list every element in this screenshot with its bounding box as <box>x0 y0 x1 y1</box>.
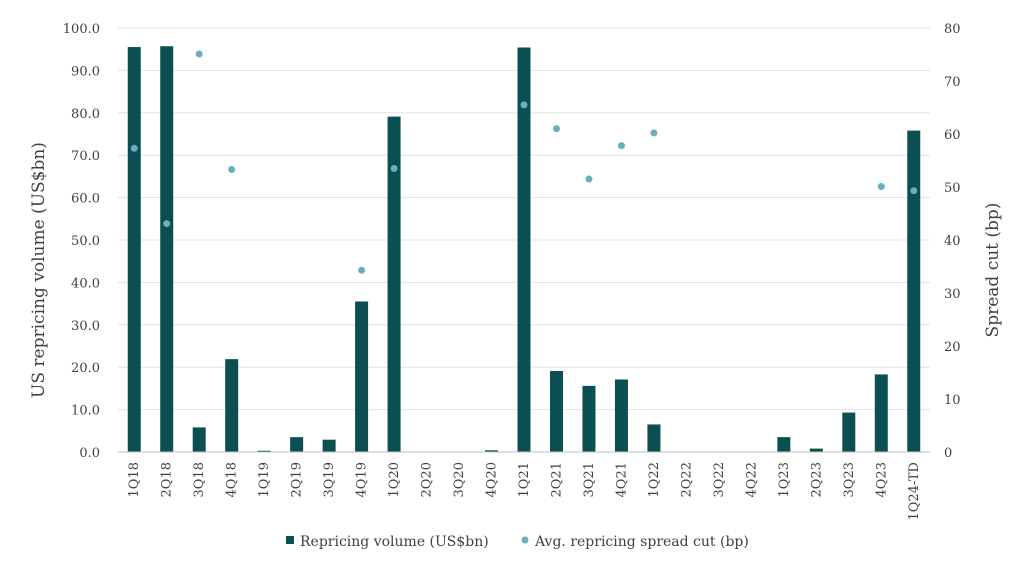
bar-4Q23 <box>874 374 888 452</box>
left-tick-label: 100.0 <box>63 22 100 37</box>
category-label: 1Q22 <box>647 462 662 497</box>
bar-1Q24-TD <box>907 130 921 452</box>
point-3Q18 <box>195 50 203 58</box>
category-label: 2Q21 <box>549 462 564 497</box>
left-tick-label: 0.0 <box>79 446 100 461</box>
point-4Q21 <box>617 142 625 150</box>
category-label: 2Q23 <box>809 462 824 497</box>
left-tick-label: 70.0 <box>71 149 100 164</box>
bar-series <box>127 46 921 453</box>
category-label: 4Q23 <box>874 462 889 497</box>
bar-3Q21 <box>582 385 596 452</box>
point-1Q22 <box>650 129 658 137</box>
bar-4Q20 <box>485 450 499 452</box>
left-tick-label: 10.0 <box>71 404 100 419</box>
category-label: 1Q20 <box>387 462 402 497</box>
category-label: 3Q23 <box>842 462 857 497</box>
point-1Q21 <box>520 101 528 109</box>
point-4Q23 <box>877 182 885 190</box>
bar-2Q23 <box>809 448 823 452</box>
bar-1Q21 <box>517 47 531 453</box>
bar-1Q23 <box>777 437 791 452</box>
right-tick-label: 10 <box>944 393 961 408</box>
point-2Q21 <box>552 125 560 133</box>
category-labels: 1Q18 2Q18 3Q18 4Q18 1Q19 2Q19 3Q19 4Q19 1Q20 2Q20… <box>127 462 922 521</box>
category-label: 3Q22 <box>712 462 727 497</box>
right-tick-label: 60 <box>944 128 961 143</box>
category-label: 3Q21 <box>582 462 597 497</box>
category-label: 4Q18 <box>225 462 240 497</box>
legend-dot-label: Avg. repricing spread cut (bp) <box>534 534 749 550</box>
scatter-series <box>130 50 918 274</box>
category-label: 4Q22 <box>744 462 759 497</box>
right-tick-label: 80 <box>944 22 961 37</box>
bar-3Q23 <box>842 412 856 452</box>
left-tick-label: 90.0 <box>71 64 100 79</box>
right-tick-label: 20 <box>944 340 961 355</box>
bar-4Q18 <box>225 359 239 452</box>
bar-2Q21 <box>549 371 563 452</box>
right-tick-label: 50 <box>944 181 961 196</box>
category-label: 1Q21 <box>517 462 532 497</box>
bar-2Q19 <box>290 437 304 452</box>
bar-1Q19 <box>257 450 271 452</box>
left-axis-ticks: 0.0 10.0 20.0 30.0 40.0 50.0 60.0 70.0 80.0 90.0 1… <box>63 22 100 461</box>
right-axis-ticks: 0 10 20 30 40 50 60 70 80 <box>944 22 961 461</box>
point-1Q18 <box>130 144 138 152</box>
left-tick-label: 30.0 <box>71 319 100 334</box>
point-1Q24-TD <box>910 187 918 195</box>
right-tick-label: 40 <box>944 234 961 249</box>
category-label: 4Q20 <box>485 462 500 497</box>
category-label: 1Q19 <box>257 462 272 497</box>
point-3Q21 <box>585 175 593 183</box>
legend: Repricing volume (US$bn) Avg. repricing … <box>286 534 749 550</box>
point-2Q18 <box>163 220 171 228</box>
right-tick-label: 70 <box>944 75 961 90</box>
legend-bar-label: Repricing volume (US$bn) <box>300 534 489 550</box>
category-label: 3Q18 <box>192 462 207 497</box>
left-tick-label: 60.0 <box>71 192 100 207</box>
bar-4Q19 <box>355 301 369 452</box>
category-label: 1Q24-TD <box>907 462 922 521</box>
category-label: 3Q20 <box>452 462 467 497</box>
bar-1Q18 <box>127 47 141 452</box>
bar-1Q22 <box>647 424 661 452</box>
category-label: 2Q20 <box>420 462 435 497</box>
category-label: 4Q21 <box>614 462 629 497</box>
point-1Q20 <box>390 164 398 172</box>
bar-2Q18 <box>160 46 174 453</box>
category-label: 2Q18 <box>160 462 175 497</box>
category-label: 1Q23 <box>777 462 792 497</box>
legend-dot-swatch <box>521 536 529 544</box>
left-tick-label: 20.0 <box>71 361 100 376</box>
category-label: 1Q18 <box>127 462 142 497</box>
bar-1Q20 <box>387 116 401 452</box>
legend-bar-swatch <box>286 536 294 544</box>
right-tick-label: 30 <box>944 287 961 302</box>
bar-4Q21 <box>614 379 628 452</box>
left-tick-label: 40.0 <box>71 276 100 291</box>
category-label: 4Q19 <box>355 462 370 497</box>
category-label: 3Q19 <box>322 462 337 497</box>
left-tick-label: 80.0 <box>71 107 100 122</box>
point-4Q19 <box>358 266 366 274</box>
left-tick-label: 50.0 <box>71 234 100 249</box>
left-axis-title: US repricing volume (US$bn) <box>29 142 49 398</box>
bar-3Q18 <box>192 427 206 452</box>
point-4Q18 <box>228 166 236 174</box>
right-axis-title: Spread cut (bp) <box>983 203 1003 338</box>
category-label: 2Q19 <box>290 462 305 497</box>
category-label: 2Q22 <box>679 462 694 497</box>
right-tick-label: 0 <box>944 446 952 461</box>
bar-3Q19 <box>322 439 336 452</box>
